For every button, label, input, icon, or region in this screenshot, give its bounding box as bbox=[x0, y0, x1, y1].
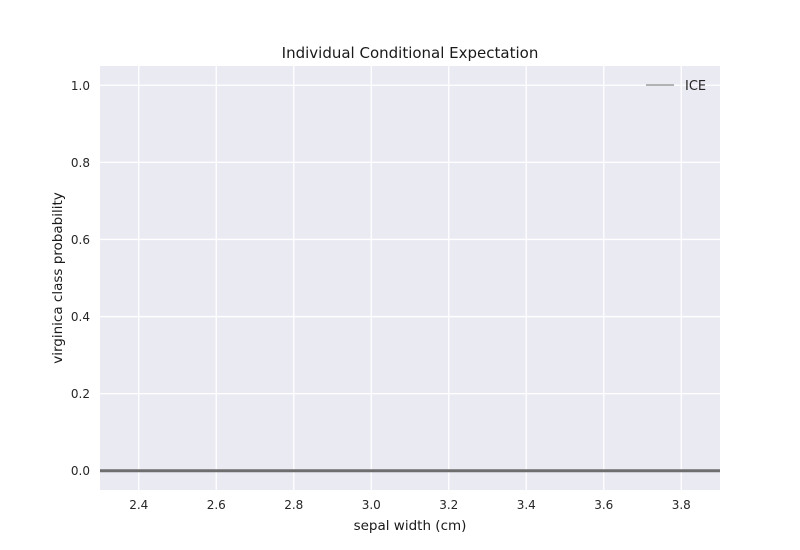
x-tick-label: 3.0 bbox=[362, 498, 381, 512]
y-tick-label: 0.0 bbox=[71, 464, 90, 478]
x-axis-label: sepal width (cm) bbox=[354, 518, 467, 534]
y-tick-labels: 0.0 0.2 0.4 0.6 0.8 1.0 bbox=[71, 79, 90, 478]
chart-title: Individual Conditional Expectation bbox=[282, 44, 539, 62]
y-tick-label: 0.6 bbox=[71, 233, 90, 247]
legend: ICE bbox=[646, 79, 706, 94]
x-tick-label: 2.8 bbox=[284, 498, 303, 512]
x-tick-label: 3.4 bbox=[517, 498, 536, 512]
y-tick-label: 0.2 bbox=[71, 387, 90, 401]
y-tick-label: 0.4 bbox=[71, 310, 90, 324]
y-axis-label: virginica class probability bbox=[50, 192, 66, 364]
plot-background bbox=[100, 66, 720, 490]
y-tick-label: 0.8 bbox=[71, 156, 90, 170]
x-tick-labels: 2.4 2.6 2.8 3.0 3.2 3.4 3.6 3.8 bbox=[129, 498, 691, 512]
x-tick-label: 2.6 bbox=[207, 498, 226, 512]
x-tick-label: 2.4 bbox=[129, 498, 148, 512]
legend-label-ice: ICE bbox=[685, 79, 706, 94]
y-tick-label: 1.0 bbox=[71, 79, 90, 93]
grid-lines bbox=[100, 66, 720, 490]
x-tick-label: 3.6 bbox=[594, 498, 613, 512]
x-tick-label: 3.2 bbox=[439, 498, 458, 512]
x-tick-label: 3.8 bbox=[672, 498, 691, 512]
